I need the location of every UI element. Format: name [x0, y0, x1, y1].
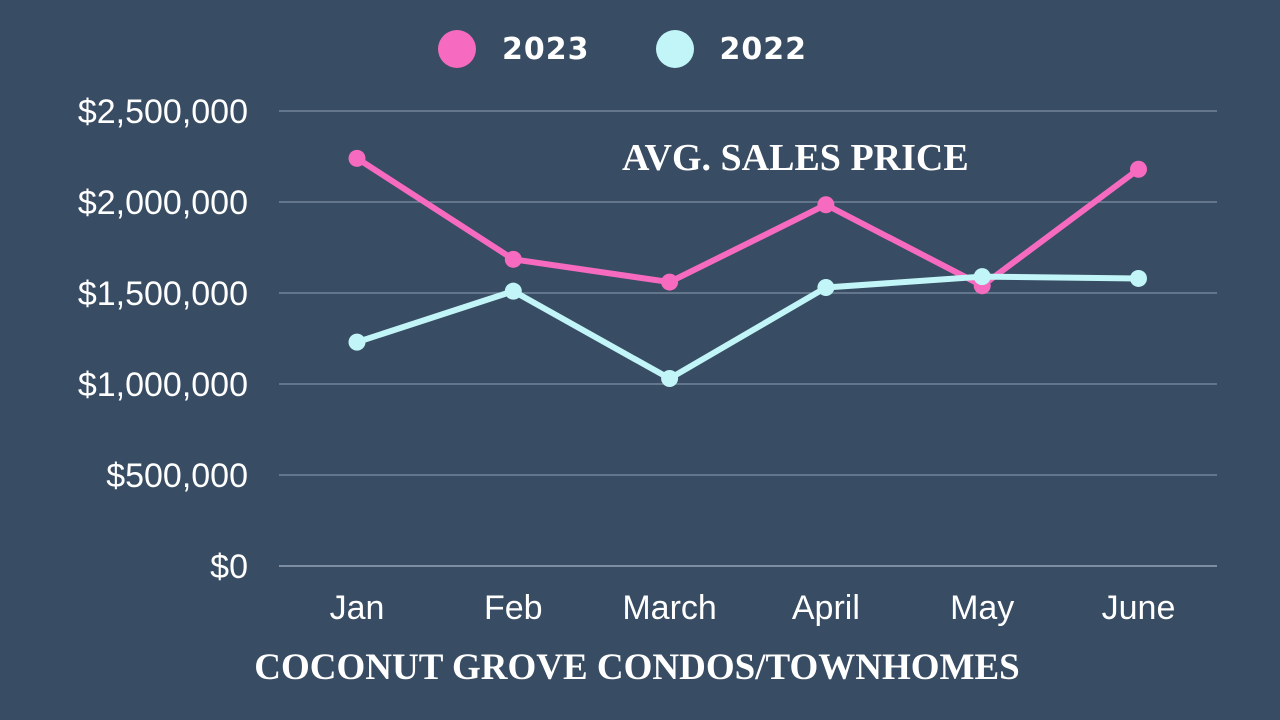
data-point-2022	[973, 268, 991, 286]
data-point-2023	[504, 250, 522, 268]
data-point-2023	[1130, 160, 1147, 178]
x-tick-label: Feb	[484, 589, 543, 627]
y-tick-label: $500,000	[106, 457, 248, 495]
legend-marker-2022	[655, 30, 694, 68]
legend-label-2022: 2022	[719, 31, 807, 67]
data-point-2023	[348, 149, 366, 167]
data-point-2023	[661, 273, 679, 291]
data-point-2022	[661, 370, 679, 388]
legend-label-2023: 2023	[502, 31, 590, 67]
legend: 2023 2022	[438, 30, 873, 68]
chart-title: AVG. SALES PRICE	[622, 137, 969, 179]
data-point-2022	[504, 282, 522, 300]
legend-item-2023: 2023	[438, 30, 590, 68]
data-point-2023	[817, 196, 835, 214]
chart-subtitle: COCONUT GROVE CONDOS/TOWNHOMES	[254, 647, 1020, 688]
x-tick-label: June	[1102, 589, 1176, 627]
x-tick-label: April	[792, 589, 860, 627]
data-point-2022	[1130, 269, 1147, 287]
data-point-2022	[348, 333, 366, 351]
y-tick-label: $2,000,000	[78, 184, 248, 222]
x-tick-label: March	[622, 589, 716, 627]
y-tick-label: $2,500,000	[78, 93, 248, 131]
series-line-2023	[354, 155, 1142, 289]
y-tick-label: $0	[210, 548, 248, 586]
y-tick-label: $1,500,000	[78, 275, 248, 313]
y-tick-label: $1,000,000	[78, 366, 248, 404]
legend-marker-2023	[438, 30, 476, 68]
x-tick-label: Jan	[330, 589, 385, 627]
data-point-2022	[817, 279, 835, 297]
x-tick-label: May	[950, 589, 1014, 627]
legend-item-2022: 2022	[655, 30, 808, 68]
series-line-2022	[354, 273, 1142, 382]
